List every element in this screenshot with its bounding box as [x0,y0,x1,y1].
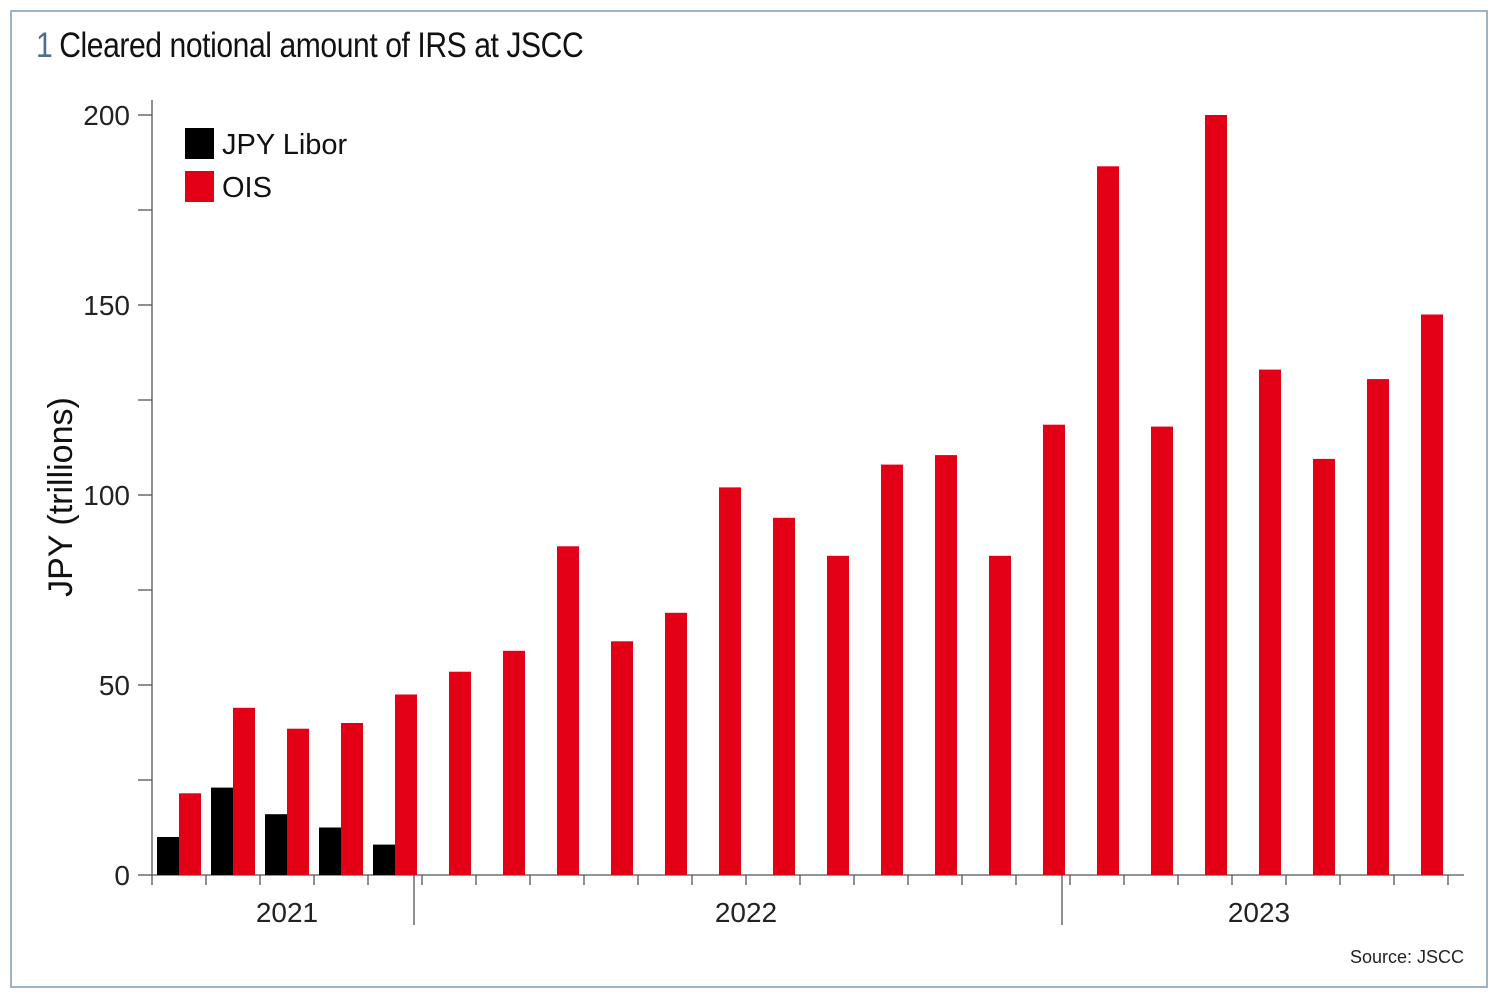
x-group-label-2022: 2022 [715,897,777,928]
y-tick-label-150: 150 [83,290,130,321]
bars [157,115,1443,876]
bar-ois [449,671,471,875]
legend-swatch-jpy-libor [185,128,214,159]
axes: 0 50 100 150 200 2021 2022 2023 [83,100,1464,928]
bar-jpy-libor [265,814,287,875]
bar-ois [1043,424,1065,875]
bar-jpy-libor [211,787,233,875]
bar-jpy-libor [319,827,341,875]
bar-ois [773,517,795,875]
bar-jpy-libor [373,844,395,875]
y-tick-label-200: 200 [83,100,130,131]
legend-swatch-ois [185,171,214,202]
y-tick-label-50: 50 [99,670,130,701]
bar-ois [1259,369,1281,875]
x-group-label-2023: 2023 [1228,897,1290,928]
bar-ois [1421,314,1443,875]
bar-ois [989,555,1011,875]
bar-ois [827,555,849,875]
bar-ois [557,546,579,875]
title-number: 1 [36,26,53,65]
legend-label-jpy-libor: JPY Libor [222,129,348,161]
bar-jpy-libor [157,837,179,875]
y-tick-label-100: 100 [83,480,130,511]
chart-frame [10,10,1488,988]
bar-ois [1205,115,1227,875]
bar-ois [665,612,687,875]
bar-ois [719,487,741,875]
bar-ois [1151,426,1173,875]
legend: JPY Libor OIS [185,128,348,204]
bar-ois [341,723,363,875]
bar-ois [1097,166,1119,876]
bar-ois [611,641,633,875]
x-group-label-2021: 2021 [256,897,318,928]
bar-ois [287,728,309,875]
y-tick-label-0: 0 [114,860,130,891]
y-axis-label: JPY (trillions) [42,397,80,597]
bar-ois [1313,458,1335,875]
bar-ois [503,650,525,875]
bar-ois [233,707,255,875]
bar-ois [881,464,903,875]
bar-ois [395,694,417,875]
bar-ois [935,455,957,875]
bar-ois [1367,379,1389,875]
legend-label-ois: OIS [222,172,272,204]
chart-title: 1 Cleared notional amount of IRS at JSCC [36,26,584,66]
bar-ois [179,793,201,875]
title-text: Cleared notional amount of IRS at JSCC [59,26,584,65]
source-note: Source: JSCC [1349,947,1464,967]
